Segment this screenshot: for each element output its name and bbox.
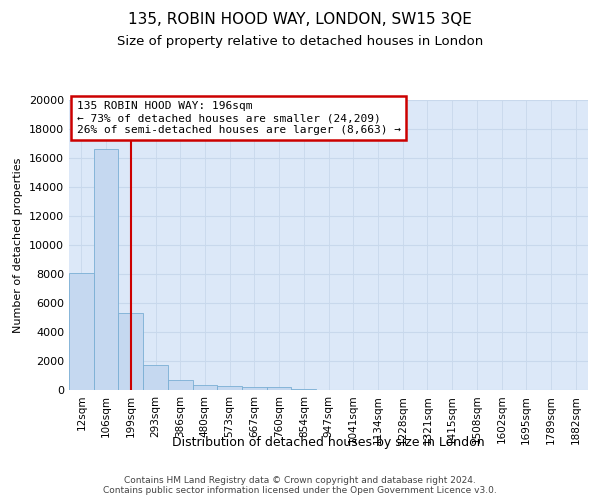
- Bar: [94, 150, 118, 390]
- Text: 135 ROBIN HOOD WAY: 196sqm
← 73% of detached houses are smaller (24,209)
26% of : 135 ROBIN HOOD WAY: 196sqm ← 73% of deta…: [77, 102, 401, 134]
- Text: Distribution of detached houses by size in London: Distribution of detached houses by size …: [172, 436, 485, 449]
- Bar: [168, 380, 193, 390]
- Bar: [193, 385, 217, 390]
- Y-axis label: Number of detached properties: Number of detached properties: [13, 158, 23, 332]
- Bar: [69, 272, 94, 390]
- Text: Contains HM Land Registry data © Crown copyright and database right 2024.
Contai: Contains HM Land Registry data © Crown c…: [103, 476, 497, 495]
- Bar: [217, 386, 242, 390]
- Text: Size of property relative to detached houses in London: Size of property relative to detached ho…: [117, 35, 483, 48]
- Bar: [118, 313, 143, 390]
- Bar: [267, 388, 292, 390]
- Text: 135, ROBIN HOOD WAY, LONDON, SW15 3QE: 135, ROBIN HOOD WAY, LONDON, SW15 3QE: [128, 12, 472, 28]
- Bar: [242, 387, 267, 390]
- Bar: [143, 364, 168, 390]
